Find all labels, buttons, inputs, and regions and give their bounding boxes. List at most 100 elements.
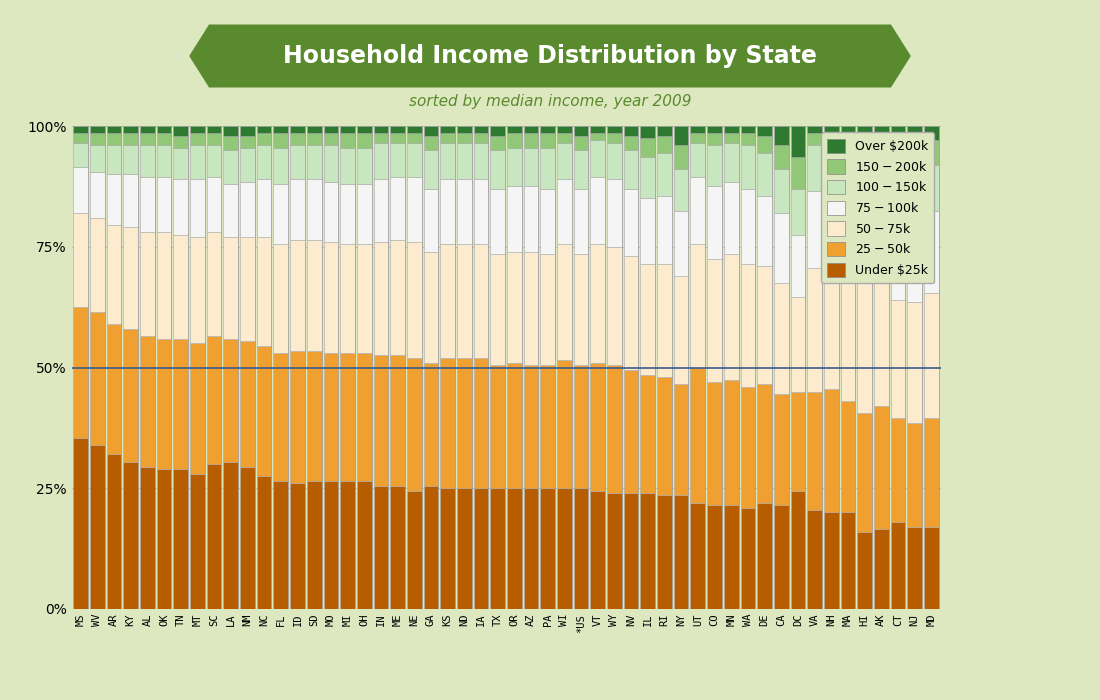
Bar [657,377,672,496]
Bar [640,138,656,158]
Bar [456,489,472,609]
Bar [691,244,705,368]
Bar [290,146,305,179]
Bar [524,489,538,609]
Bar [107,225,121,324]
Bar [290,133,305,146]
Bar [524,365,538,489]
Bar [107,126,121,133]
Bar [740,264,756,387]
Bar [424,363,438,486]
Bar [390,356,405,486]
Bar [290,239,305,351]
Bar [74,438,88,609]
Bar [491,126,505,136]
Bar [840,158,856,203]
Bar [190,237,205,344]
Bar [591,244,605,363]
Bar [707,186,722,259]
Bar [624,189,638,256]
Bar [524,126,538,133]
Bar [740,189,756,264]
Bar [256,346,272,476]
Bar [774,394,789,505]
Bar [474,179,488,244]
Bar [507,489,521,609]
Bar [757,503,772,609]
Bar [107,174,121,225]
Bar [323,126,338,133]
Bar [674,146,689,169]
Bar [891,522,905,609]
Bar [240,181,255,237]
Bar [924,293,938,418]
Bar [440,358,455,489]
Bar [390,176,405,239]
Text: sorted by median income, year 2009: sorted by median income, year 2009 [409,94,691,109]
Bar [491,136,505,150]
Bar [657,126,672,136]
Bar [840,203,856,278]
Bar [390,143,405,176]
Bar [274,133,288,148]
Bar [674,126,689,146]
Bar [740,146,756,189]
Bar [740,387,756,508]
Bar [624,136,638,150]
Bar [107,324,121,454]
Bar [123,133,139,146]
Bar [724,505,738,609]
Bar [724,143,738,181]
Bar [574,489,589,609]
Bar [107,454,121,609]
Bar [140,336,155,466]
Bar [924,418,938,527]
Bar [307,133,321,146]
Bar [540,133,556,148]
Bar [240,126,255,136]
Bar [591,126,605,133]
Bar [190,133,205,146]
Bar [674,496,689,609]
Bar [491,254,505,365]
Bar [691,503,705,609]
Bar [74,143,88,167]
Bar [123,462,139,609]
Bar [307,126,321,133]
Bar [873,133,889,143]
Bar [924,141,938,164]
Bar [908,126,922,148]
Bar [340,481,355,609]
Bar [757,266,772,384]
Bar [491,489,505,609]
Bar [691,176,705,244]
Bar [791,491,805,609]
Bar [174,179,188,235]
Bar [207,133,221,146]
Bar [456,133,472,143]
Bar [607,493,621,609]
Bar [223,339,238,462]
Polygon shape [189,25,911,88]
Bar [474,143,488,179]
Bar [807,133,822,146]
Bar [891,126,905,150]
Bar [223,126,238,136]
Bar [90,218,104,312]
Bar [540,365,556,489]
Bar [657,136,672,153]
Bar [374,143,388,179]
Bar [774,213,789,283]
Bar [657,153,672,196]
Bar [757,384,772,503]
Bar [256,126,272,133]
Bar [707,382,722,505]
Bar [908,148,922,174]
Bar [774,169,789,213]
Bar [407,133,421,143]
Legend: Over $200k, $150 - $200k, $100 - $150k, $75 - $100k, $50 - $75k, $25 - $50k, Und: Over $200k, $150 - $200k, $100 - $150k, … [821,132,934,284]
Bar [74,307,88,438]
Bar [774,505,789,609]
Bar [491,150,505,189]
Bar [724,254,738,379]
